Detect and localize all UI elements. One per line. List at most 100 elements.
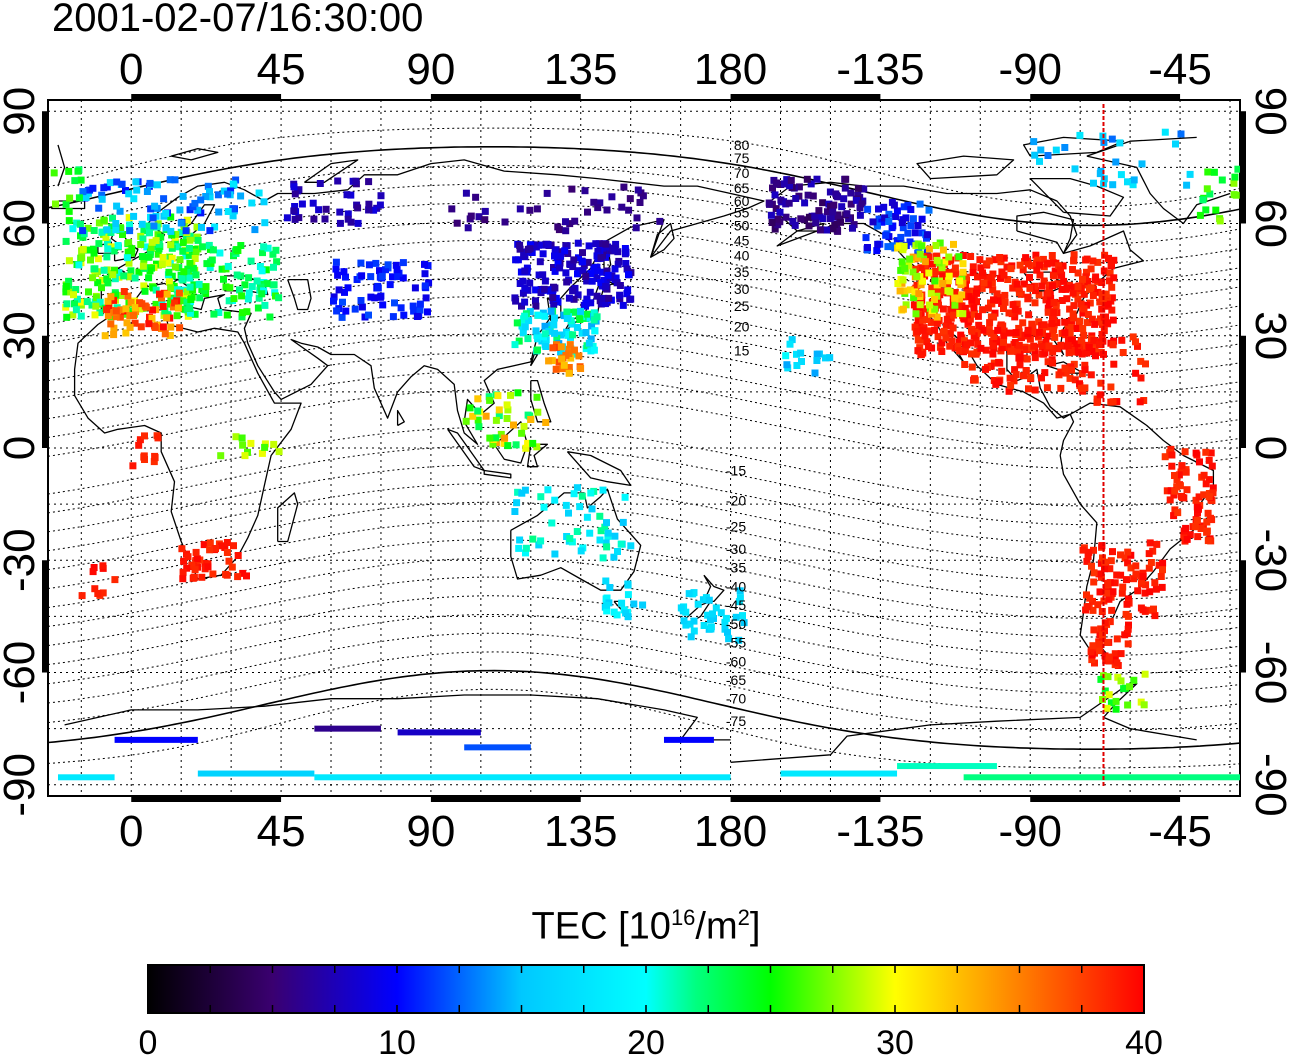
tec-point (1121, 554, 1129, 562)
tec-point (129, 462, 137, 470)
frame-band (42, 335, 48, 448)
tec-point (154, 250, 162, 258)
tec-point (1101, 627, 1108, 635)
tec-point (96, 298, 104, 306)
tec-point (140, 256, 148, 264)
tec-point (229, 180, 237, 188)
tec-point (179, 297, 187, 305)
tec-point (593, 292, 601, 300)
tec-point (1103, 589, 1111, 597)
tec-point (126, 323, 134, 331)
tec-point (792, 195, 800, 202)
frame-band (42, 560, 48, 673)
tec-point (956, 277, 964, 285)
tec-point (608, 193, 616, 201)
tec-point (974, 340, 982, 348)
tec-point (572, 308, 580, 316)
tec-point (116, 207, 124, 215)
tec-point (565, 509, 572, 517)
tec-point (186, 236, 194, 244)
tec-point (229, 205, 237, 213)
contour-line (48, 595, 1240, 675)
tec-point (194, 236, 202, 244)
tec-point (1086, 285, 1093, 293)
tec-point (722, 614, 730, 622)
tec-point (1125, 595, 1132, 603)
tec-point (234, 552, 242, 559)
frame-band (730, 796, 881, 802)
tec-point (597, 254, 605, 262)
tec-point (617, 540, 625, 548)
tec-point (931, 268, 939, 275)
tec-point (586, 288, 594, 296)
tec-point (416, 300, 424, 308)
tec-point (1110, 274, 1118, 282)
tec-point (856, 211, 864, 219)
tec-point (562, 351, 570, 359)
tec-point (979, 306, 987, 314)
tec-point (183, 564, 191, 572)
tec-point (1105, 595, 1113, 603)
tec-point (1087, 265, 1095, 273)
contour-label: -70 (726, 691, 746, 707)
tec-point (109, 271, 117, 279)
tec-point (909, 268, 917, 276)
tec-point (955, 253, 963, 261)
tec-point (152, 300, 160, 308)
tec-point (125, 259, 133, 267)
tec-point (526, 241, 534, 249)
tec-point (593, 252, 601, 260)
tec-point (372, 259, 380, 267)
tec-point (961, 346, 969, 354)
tec-point (1105, 254, 1112, 262)
tec-point (1094, 258, 1102, 266)
tec-point (1182, 524, 1190, 532)
tec-point (1086, 594, 1094, 602)
tec-point (1207, 449, 1215, 457)
tec-point (107, 320, 115, 328)
tec-point (95, 204, 103, 212)
tec-point (516, 241, 524, 249)
tec-point (1070, 283, 1078, 291)
tec-point (522, 444, 530, 452)
tec-point (793, 350, 800, 358)
tec-point (769, 184, 776, 192)
tec-point (979, 326, 987, 334)
tec-point (89, 568, 97, 576)
tec-point (130, 312, 137, 320)
tec-point (266, 313, 274, 321)
tec-point (290, 207, 298, 215)
tec-point (732, 613, 740, 621)
tec-point (576, 503, 584, 511)
tec-point (161, 330, 169, 338)
tec-point (940, 327, 948, 335)
tec-point (1080, 290, 1088, 298)
tec-point (798, 358, 805, 365)
tec-point (959, 310, 967, 318)
tec-point (138, 300, 146, 308)
tec-point (1203, 185, 1211, 193)
tec-point (535, 541, 543, 549)
tec-point (172, 230, 180, 238)
tec-point (1132, 562, 1140, 570)
tec-point (95, 240, 103, 248)
tec-point (900, 242, 908, 250)
tec-point (365, 178, 373, 186)
tec-point (597, 279, 605, 286)
tec-point (1089, 257, 1097, 265)
tec-point (1036, 157, 1043, 165)
tec-point (585, 339, 593, 347)
tec-point (540, 285, 548, 293)
tec-point (234, 573, 242, 581)
tec-point (905, 262, 913, 270)
tec-point (931, 277, 939, 285)
tec-point (1079, 309, 1087, 317)
tec-point (1049, 348, 1057, 356)
tec-point (103, 253, 111, 261)
tec-point (72, 286, 80, 293)
tec-point (1141, 670, 1149, 678)
tec-point (1129, 333, 1137, 341)
tec-point (906, 286, 914, 294)
tec-point (163, 290, 171, 298)
tec-point (942, 322, 950, 330)
